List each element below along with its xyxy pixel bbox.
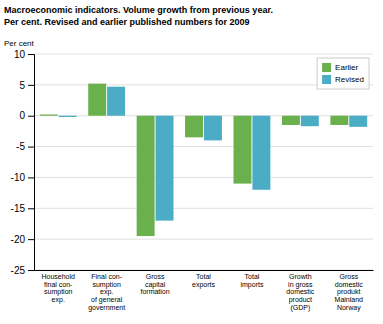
x-tick: Final con-sumptionexp.of generalgovernme… <box>88 273 125 312</box>
x-tick: Totalexports <box>192 273 215 289</box>
chart: Macroeconomic indicators. Volume growth … <box>0 0 383 324</box>
tick-label-line: exp. <box>52 296 65 304</box>
grid-line <box>34 270 373 271</box>
tick-label-line: domestic <box>335 281 364 288</box>
bar <box>59 116 77 117</box>
grid-line <box>34 208 373 209</box>
x-axis: Householdfinal con-sumptionexp. Final con… <box>35 271 374 312</box>
bar <box>234 116 252 184</box>
y-axis: -25 -20 -15 -10 -5 0 5 10 <box>11 49 35 276</box>
tick-label: -15 <box>11 203 26 214</box>
tick-label-line: formation <box>140 288 169 295</box>
legend-label: Earlier <box>335 63 358 72</box>
axis-domain <box>28 55 35 271</box>
series <box>40 84 349 236</box>
tick-label: 0 <box>19 110 25 121</box>
tick-label-line: final con- <box>44 281 73 288</box>
x-tick: GrossdomesticproduktMainlandNorway <box>335 273 364 312</box>
tick-label: -10 <box>11 172 26 183</box>
series <box>59 87 368 221</box>
y-tick: 5 <box>19 80 34 91</box>
bars <box>40 84 367 236</box>
legend-swatch <box>322 63 331 72</box>
tick-label-line: imports <box>240 281 263 289</box>
title: Macroeconomic indicators. Volume growth … <box>4 5 273 15</box>
tick-label: Householdfinal con-sumptionexp. <box>41 273 75 304</box>
x-tick: Growthin grossdomesticproduct(GDP) <box>286 273 315 312</box>
grid-line <box>34 146 373 147</box>
grid-line <box>34 177 373 178</box>
tick-label-line: domestic <box>286 288 315 295</box>
bar <box>156 116 174 221</box>
y-tick: -25 <box>11 265 34 276</box>
tick-mark <box>28 147 34 148</box>
tick-label-line: Norway <box>337 304 361 312</box>
tick-mark <box>28 116 34 117</box>
grid-line <box>34 115 373 116</box>
bar <box>282 116 300 125</box>
subtitle: Per cent. Revised and earlier published … <box>4 17 250 27</box>
tick-label: 10 <box>14 49 26 60</box>
bar <box>88 84 106 116</box>
tick-label: Totalexports <box>192 273 215 289</box>
y-tick: -15 <box>11 203 34 214</box>
plot: -25 -20 -15 -10 -5 0 5 10 Householdfinal con-sum… <box>11 49 374 312</box>
x-tick: Householdfinal con-sumptionexp. <box>41 273 75 304</box>
tick-label: -25 <box>11 265 26 276</box>
y-tick: 0 <box>19 110 34 121</box>
tick-label-line: Final con- <box>91 273 122 280</box>
grid <box>34 54 373 270</box>
legend-swatch <box>322 75 331 84</box>
tick-mark <box>28 208 34 209</box>
y-tick: -10 <box>11 172 34 183</box>
tick-label-line: government <box>88 304 125 312</box>
x-tick: Grosscapitalformation <box>140 273 169 295</box>
tick-label: Totalimports <box>240 273 263 289</box>
tick-label: Grosscapitalformation <box>140 273 169 295</box>
y-tick: 10 <box>14 49 34 60</box>
tick-label: Final con-sumptionexp.of generalgovernme… <box>88 273 125 312</box>
axis-domain <box>35 270 374 271</box>
tick-label-line: Total <box>196 273 211 280</box>
tick-label-line: Mainland <box>335 296 364 303</box>
grid-line <box>34 54 373 55</box>
tick-mark <box>28 270 34 271</box>
y-axis-label: Per cent <box>4 39 35 48</box>
y-tick: -5 <box>16 141 34 152</box>
tick-label-line: Growth <box>289 273 312 280</box>
legend-background <box>317 58 369 89</box>
tick-mark <box>28 85 34 86</box>
tick-label-line: Household <box>41 273 75 280</box>
tick-label-line: Total <box>245 273 260 280</box>
tick-label-line: (GDP) <box>290 304 310 312</box>
bar <box>107 87 125 116</box>
bar <box>301 116 319 126</box>
bar <box>330 116 348 125</box>
grid-line <box>34 239 373 240</box>
bar <box>204 116 222 141</box>
tick-label: GrossdomesticproduktMainlandNorway <box>335 273 364 312</box>
bar <box>252 116 270 190</box>
legend-item: Revised <box>322 75 364 84</box>
tick-label: -5 <box>16 141 25 152</box>
tick-label: Growthin grossdomesticproduct(GDP) <box>286 273 315 312</box>
x-tick: Totalimports <box>240 273 263 289</box>
tick-mark <box>28 177 34 178</box>
y-tick: -20 <box>11 234 34 245</box>
tick-mark <box>28 54 34 55</box>
legend: Earlier Revised <box>317 58 369 89</box>
tick-label-line: exports <box>192 281 215 289</box>
legend-label: Revised <box>335 75 364 84</box>
tick-label-line: Gross <box>339 273 358 280</box>
bar <box>40 114 58 115</box>
tick-label: -20 <box>11 234 26 245</box>
tick-label: 5 <box>19 80 25 91</box>
bar <box>185 116 203 138</box>
tick-mark <box>28 239 34 240</box>
tick-label-line: Gross <box>146 273 165 280</box>
bar <box>349 116 367 127</box>
bar <box>137 116 155 236</box>
legend-item: Earlier <box>322 63 358 72</box>
